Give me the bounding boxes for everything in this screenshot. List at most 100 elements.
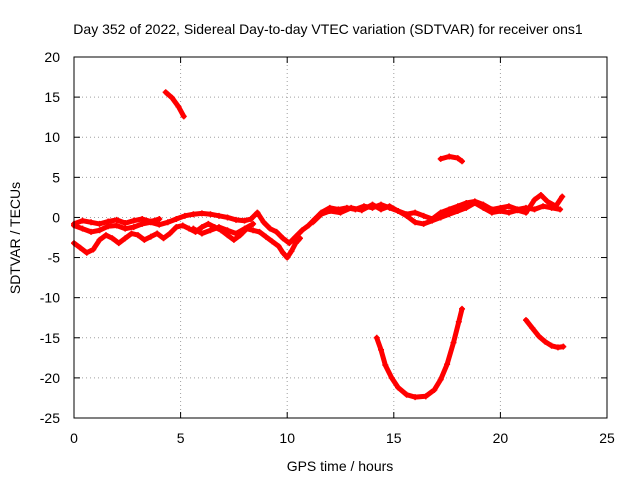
data-point: [446, 211, 453, 218]
data-point: [450, 339, 457, 346]
data-point: [437, 376, 444, 383]
axis-ticks: [73, 56, 608, 419]
data-point: [147, 233, 154, 240]
data-point: [130, 217, 137, 224]
data-point: [198, 230, 205, 237]
data-point: [395, 208, 402, 215]
y-tick-label: -20: [40, 370, 60, 386]
data-point: [130, 224, 137, 231]
data-point: [444, 361, 451, 368]
data-point: [190, 225, 197, 232]
x-axis-label: GPS time / hours: [287, 458, 394, 474]
data-point: [454, 155, 461, 162]
data-point: [412, 209, 419, 216]
data-point: [420, 212, 427, 219]
data-point: [166, 230, 173, 237]
data-point: [471, 200, 478, 207]
data-point: [326, 208, 333, 215]
data-point: [480, 204, 487, 211]
data-point: [83, 249, 90, 256]
data-point: [459, 305, 466, 312]
data-point: [542, 338, 549, 345]
x-tick-label: 20: [493, 430, 509, 446]
data-point: [554, 344, 561, 351]
data-point: [88, 219, 95, 226]
data-point: [284, 254, 291, 261]
x-tick-label: 10: [279, 430, 295, 446]
data-point: [250, 227, 257, 234]
x-tick-label: 5: [177, 430, 185, 446]
data-point: [122, 225, 129, 232]
data-point: [215, 212, 222, 219]
data-point: [113, 222, 120, 229]
series-arc-d: [190, 220, 257, 237]
data-point: [559, 193, 566, 200]
data-point: [105, 218, 112, 225]
data-point: [90, 246, 97, 253]
data-point: [198, 210, 205, 217]
data-point: [348, 204, 355, 211]
data-point: [431, 386, 438, 393]
data-point: [358, 207, 365, 214]
data-point: [522, 209, 529, 216]
data-point: [262, 233, 269, 240]
data-point: [497, 208, 504, 215]
data-point: [535, 333, 542, 340]
data-point: [139, 216, 146, 223]
data-point: [164, 219, 171, 226]
data-point: [296, 235, 303, 242]
data-point: [369, 201, 376, 208]
data-point: [437, 155, 444, 162]
data-point: [288, 248, 295, 255]
y-axis-label: SDTVAR / TECUs: [7, 182, 23, 294]
data-point: [88, 228, 95, 235]
data-point: [522, 317, 529, 324]
data-point: [373, 334, 380, 341]
series-line: [374, 306, 465, 400]
data-point: [292, 233, 299, 240]
data-point: [233, 216, 240, 223]
data-point: [230, 236, 237, 243]
data-point: [260, 219, 267, 226]
series-arc-f: [162, 89, 187, 120]
data-point: [552, 203, 559, 210]
data-point: [109, 235, 116, 242]
data-point: [378, 346, 385, 353]
data-point: [79, 225, 86, 232]
data-point: [544, 198, 551, 205]
data-point: [279, 249, 286, 256]
data-point: [437, 214, 444, 221]
data-point: [154, 230, 161, 237]
data-point: [224, 227, 231, 234]
data-point: [233, 230, 240, 237]
data-point: [267, 225, 274, 232]
series-arc-g: [437, 153, 466, 165]
data-point: [254, 209, 261, 216]
data-point: [505, 203, 512, 210]
data-point: [386, 203, 393, 210]
series-line: [438, 154, 465, 164]
data-point: [560, 343, 567, 350]
data-point: [205, 220, 212, 227]
series-arc-c: [71, 216, 163, 227]
data-point: [531, 206, 538, 213]
data-point: [309, 219, 316, 226]
data-point: [250, 220, 257, 227]
data-point: [529, 325, 536, 332]
data-point: [169, 94, 176, 101]
data-point: [96, 227, 103, 234]
x-tick-label: 0: [70, 430, 78, 446]
data-point: [412, 394, 419, 401]
data-point: [531, 196, 538, 203]
data-point: [207, 227, 214, 234]
data-point: [420, 220, 427, 227]
data-point: [190, 211, 197, 218]
data-point: [156, 221, 163, 228]
data-point: [256, 228, 263, 235]
data-point: [156, 216, 163, 223]
data-point: [241, 217, 248, 224]
data-point: [96, 220, 103, 227]
data-point: [412, 219, 419, 226]
data-point: [388, 374, 395, 381]
